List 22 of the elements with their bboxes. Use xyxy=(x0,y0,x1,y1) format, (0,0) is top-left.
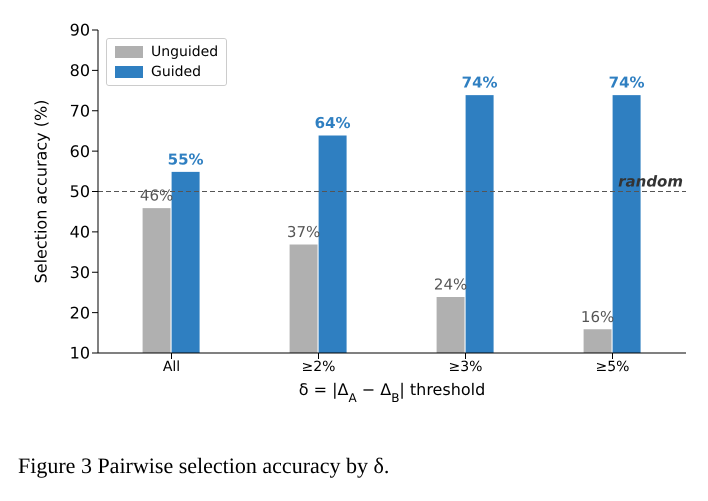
y-tick-label: 50 xyxy=(70,182,90,202)
caption: Figure 3 Pairwise selection accuracy by δ. xyxy=(18,453,390,479)
y-tick-label: 20 xyxy=(70,303,90,322)
data-label: 64% xyxy=(314,114,351,132)
y-tick-label: 90 xyxy=(70,20,90,40)
x-tick-label: ≥5% xyxy=(596,358,630,375)
x-tick-label: All xyxy=(162,358,180,375)
data-label: 55% xyxy=(168,150,204,168)
legend-label: Guided xyxy=(151,63,201,81)
x-tick-label: ≥2% xyxy=(302,358,336,375)
y-tick-label: 70 xyxy=(70,101,90,120)
y-tick-label: 10 xyxy=(70,344,90,363)
y-tick-label: 30 xyxy=(70,262,90,282)
y-tick-label: 40 xyxy=(70,222,90,242)
data-label: 74% xyxy=(462,74,498,92)
x-axis-title: δ = |Δ$_{A}$ − Δ$_{B}$| threshold xyxy=(298,380,486,405)
data-label: 74% xyxy=(608,74,645,92)
y-tick-label: 60 xyxy=(70,142,90,161)
y-tick-label: 80 xyxy=(70,61,90,80)
x-tick-label: ≥3% xyxy=(448,358,482,375)
legend-label: Unguided xyxy=(151,43,218,61)
y-axis-title: Selection accuracy (%) xyxy=(32,100,51,284)
